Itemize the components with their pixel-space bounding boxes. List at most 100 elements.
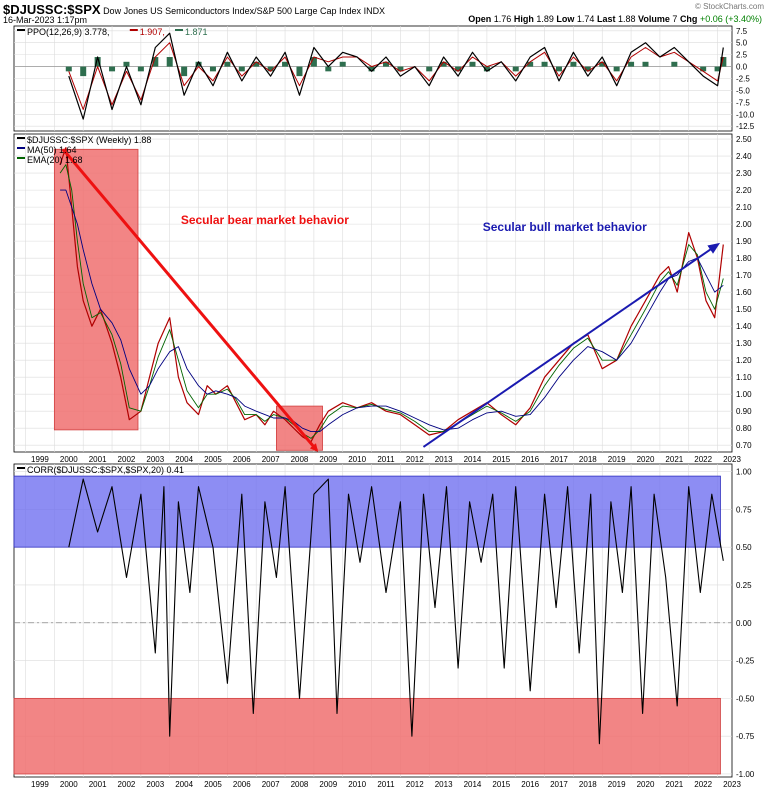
bear-trend-arrow [61, 148, 319, 452]
y-tick-label: 1.90 [736, 237, 752, 246]
legend-swatch [17, 467, 25, 469]
legend-entry: 1.871 [185, 27, 208, 37]
ppo-histogram-bar [109, 66, 116, 72]
ma50-line [60, 189, 724, 433]
ppo-histogram-bar [397, 66, 404, 72]
x-tick-label: 2001 [89, 455, 107, 464]
low-label: Low [556, 14, 575, 24]
x-tick-label: 2017 [550, 780, 568, 789]
x-tick-label: 2006 [233, 780, 251, 789]
y-tick-label: 1.00 [736, 468, 752, 477]
x-tick-label: 1999 [31, 455, 49, 464]
y-tick-label: 2.10 [736, 203, 752, 212]
x-tick-label: 2015 [492, 780, 510, 789]
x-tick-label: 2018 [579, 780, 597, 789]
x-tick-label: 2018 [579, 455, 597, 464]
legend-entry: EMA(20) 1.68 [27, 155, 83, 165]
ppo-histogram-bar [152, 57, 159, 67]
ppo-histogram-bar [570, 61, 577, 67]
x-tick-label: 2004 [175, 780, 193, 789]
y-tick-label: -12.5 [736, 122, 755, 131]
x-tick-label: 2016 [521, 780, 539, 789]
legend-swatch [175, 29, 183, 31]
ppo-histogram-bar [555, 66, 562, 72]
x-tick-label: 2005 [204, 780, 222, 789]
ppo-histogram-bar [65, 66, 72, 72]
y-tick-label: -1.00 [736, 770, 755, 779]
ppo-histogram-bar [80, 66, 87, 77]
ppo-histogram-bar [267, 66, 274, 72]
y-tick-label: 2.40 [736, 152, 752, 161]
x-tick-label: 2009 [319, 780, 337, 789]
y-tick-label: 1.50 [736, 305, 752, 314]
y-tick-label: 1.30 [736, 339, 752, 348]
bull-trend-arrow [422, 242, 721, 448]
open-label: Open [468, 14, 492, 24]
legend-entry: CORR($DJUSSC:$SPX,$SPX,20) 0.41 [27, 465, 184, 475]
ppo-histogram-bar [483, 66, 490, 72]
correlation-line [68, 478, 724, 745]
y-tick-label: 1.60 [736, 288, 752, 297]
ppo-histogram-bar [671, 61, 678, 67]
x-tick-label: 2010 [348, 455, 366, 464]
x-tick-label: 2019 [608, 780, 626, 789]
ppo-histogram-bar [123, 61, 130, 67]
ppo-histogram-bar [527, 61, 534, 67]
ppo-histogram-bar [426, 66, 433, 72]
legend-swatch [17, 157, 25, 159]
legend-swatch [17, 147, 25, 149]
bear-annotation: Secular bear market behavior [181, 213, 349, 227]
y-tick-label: 0.90 [736, 407, 752, 416]
y-tick-label: 0.70 [736, 441, 752, 450]
high-label: High [513, 14, 534, 24]
ppo-histogram-bar [224, 61, 231, 67]
y-tick-label: 2.00 [736, 220, 752, 229]
ppo-histogram-bar [94, 57, 101, 67]
chart-header: $DJUSSC:$SPX Dow Jones US Semiconductors… [3, 2, 385, 17]
y-tick-label: 1.70 [736, 271, 752, 280]
x-tick-label: 2002 [118, 455, 136, 464]
y-tick-label: 2.50 [736, 135, 752, 144]
legend-swatch [17, 137, 25, 139]
y-tick-label: -0.25 [736, 657, 755, 666]
y-tick-label: 0.50 [736, 543, 752, 552]
x-tick-label: 2009 [319, 455, 337, 464]
quote-summary: Open 1.76 High 1.89 Low 1.74 Last 1.88 V… [468, 14, 762, 24]
y-tick-label: 0.80 [736, 424, 752, 433]
ppo-histogram-bar [469, 61, 476, 67]
y-tick-label: -0.50 [736, 694, 755, 703]
volume-label: Volume [638, 14, 670, 24]
y-tick-label: 1.80 [736, 254, 752, 263]
chart-date: 16-Mar-2023 1:17pm [3, 15, 88, 25]
x-tick-label: 2014 [464, 455, 482, 464]
panel-0: 7.5 5.0 2.5 0.0 -2.5 -5.0 -7.5 -10.0 -12.5 [13, 25, 755, 132]
ppo-line [68, 32, 724, 120]
open-value: 1.76 [493, 14, 512, 24]
ppo-histogram-bar [700, 66, 707, 72]
x-tick-label: 2003 [146, 455, 164, 464]
y-tick-label: 7.5 [736, 27, 748, 36]
ppo-histogram-bar [382, 61, 389, 67]
y-tick-label: 0.0 [736, 63, 748, 72]
x-tick-label: 2022 [694, 780, 712, 789]
ppo-histogram-bar [584, 66, 591, 72]
ppo-histogram-bar [368, 66, 375, 72]
ppo-histogram-bar [642, 61, 649, 67]
y-tick-label: 2.30 [736, 169, 752, 178]
ppo-histogram-bar [137, 66, 144, 72]
x-tick-label: 2004 [175, 455, 193, 464]
legend-swatch [129, 29, 138, 31]
x-tick-label: 2005 [204, 455, 222, 464]
y-tick-label: 2.5 [736, 51, 748, 60]
y-tick-label: 2.20 [736, 186, 752, 195]
x-tick-label: 2021 [665, 780, 683, 789]
x-tick-label: 2015 [492, 455, 510, 464]
x-tick-label: 2010 [348, 780, 366, 789]
x-tick-label: 2008 [291, 780, 309, 789]
y-tick-label: 0.00 [736, 619, 752, 628]
legend-swatch [17, 29, 25, 31]
exchange-label: INDX [363, 6, 386, 16]
legend-entry: $DJUSSC:$SPX (Weekly) 1.88 [27, 135, 151, 145]
x-tick-label: 2014 [464, 780, 482, 789]
ppo-histogram-bar [310, 57, 317, 67]
